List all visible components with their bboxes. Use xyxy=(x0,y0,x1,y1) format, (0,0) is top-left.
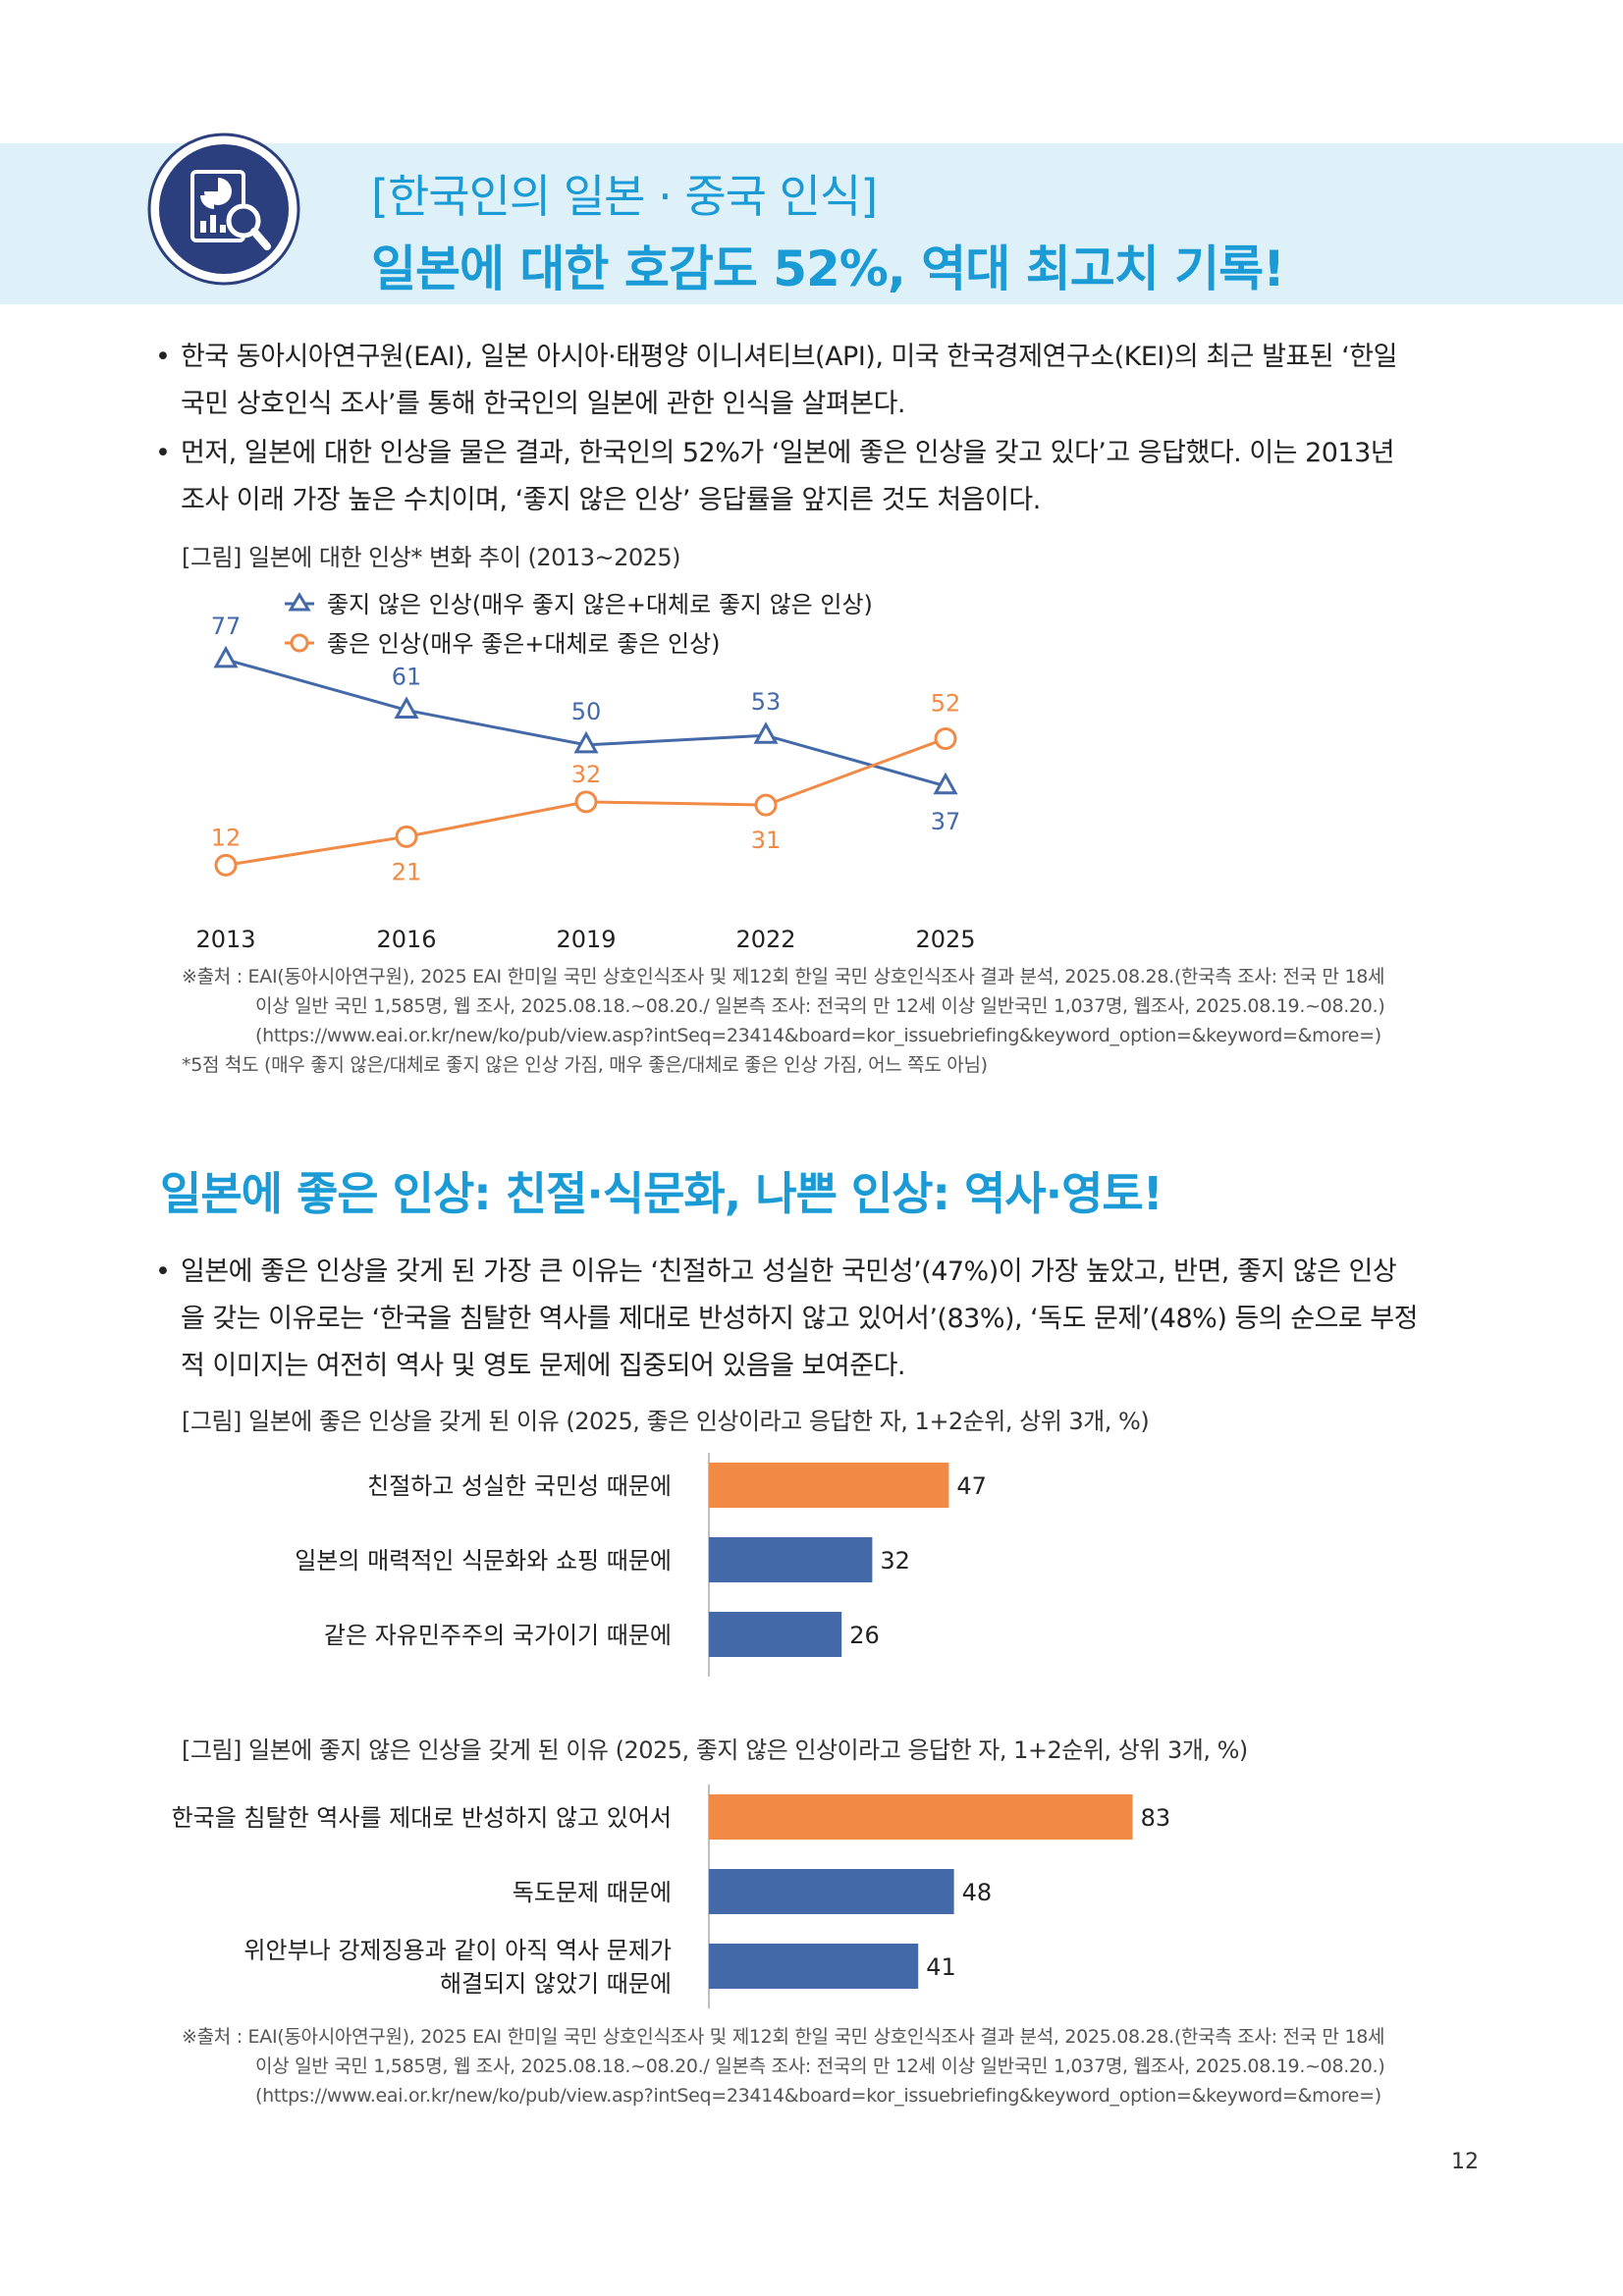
data-point xyxy=(573,730,599,754)
bar-chart-bad-reasons: 83 한국을 침탈한 역사를 제대로 반성하지 않고 있어서 48 독도문제 때문에 4… xyxy=(172,1785,1171,2008)
bullet-line: 한국 동아시아연구원(EAI), 일본 아시아·태평양 이니셔티브(API), … xyxy=(181,342,1397,372)
source-line: 이상 일반 국민 1,585명, 웹 조사, 2025.08.18.~08.20… xyxy=(255,2056,1385,2077)
bar-value-label: 41 xyxy=(926,1953,956,1981)
section2-bullet: • 일본에 좋은 인상을 갖게 된 가장 큰 이유는 ‘친절하고 성실한 국민성… xyxy=(155,1249,1501,1390)
data-label: 31 xyxy=(751,827,782,854)
figure2-caption: [그림] 일본에 좋은 인상을 갖게 된 이유 (2025, 좋은 인상이라고 … xyxy=(182,1408,1150,1435)
bar-value-label: 47 xyxy=(956,1472,987,1500)
data-label: 53 xyxy=(751,688,782,716)
bullet-line: 먼저, 일본에 대한 인상을 물은 결과, 한국인의 52%가 ‘일본에 좋은 … xyxy=(181,438,1395,468)
legend-item: 좋지 않은 인상(매우 좋지 않은+대체로 좋지 않은 인상) xyxy=(285,591,873,618)
data-label: 37 xyxy=(931,808,961,835)
bullet-dot: • xyxy=(155,1256,171,1287)
bar-category-label: 해결되지 않았기 때문에 xyxy=(440,1970,672,1998)
circle-marker-icon xyxy=(290,633,309,653)
bullet-line: 국민 상호인식 조사’를 통해 한국인의 일본에 관한 인식을 살펴본다. xyxy=(181,389,906,419)
page-number: 12 xyxy=(1451,2150,1479,2174)
data-point xyxy=(213,645,239,668)
data-point xyxy=(933,772,958,795)
bar-category-label: 독도문제 때문에 xyxy=(513,1879,672,1906)
data-label: 50 xyxy=(571,698,602,725)
footnote: *5점 척도 (매우 좋지 않은/대체로 좋지 않은 인상 가짐, 매우 좋은/… xyxy=(182,1054,988,1076)
legend-label: 좋은 인상(매우 좋은+대체로 좋은 인상) xyxy=(327,630,721,658)
header-subtitle: [한국인의 일본 · 중국 인식] xyxy=(371,170,878,223)
source-line: (https://www.eai.or.kr/new/ko/pub/view.a… xyxy=(255,1025,1381,1046)
source-line: 이상 일반 국민 1,585명, 웹 조사, 2025.08.18.~08.20… xyxy=(255,995,1385,1017)
line-chart: 좋지 않은 인상(매우 좋지 않은+대체로 좋지 않은 인상) 좋은 인상(매우 … xyxy=(195,591,975,953)
page-title: 일본에 대한 호감도 52%, 역대 최고치 기록! xyxy=(371,240,1285,297)
data-point xyxy=(214,853,238,877)
bar xyxy=(709,1794,1133,1840)
x-tick-label: 2013 xyxy=(195,926,255,953)
source-line: ※출처 : EAI(동아시아연구원), 2025 EAI 한미일 국민 상호인식… xyxy=(182,2026,1385,2048)
figure1-caption: [그림] 일본에 대한 인상* 변화 추이 (2013~2025) xyxy=(182,544,681,571)
data-label: 52 xyxy=(931,689,961,717)
bar-value-label: 26 xyxy=(849,1622,880,1649)
data-point xyxy=(753,721,779,744)
data-label: 61 xyxy=(392,663,422,690)
section2-source: ※출처 : EAI(동아시아연구원), 2025 EAI 한미일 국민 상호인식… xyxy=(182,2022,1385,2110)
bar-category-label: 위안부나 강제징용과 같이 아직 역사 문제가 xyxy=(243,1937,672,1964)
bar-chart-good-reasons: 47 친절하고 성실한 국민성 때문에 32 일본의 매력적인 식문화와 쇼핑 때문에… xyxy=(295,1453,987,1677)
bar-category-label: 친절하고 성실한 국민성 때문에 xyxy=(367,1472,672,1500)
bar-category-label: 같은 자유민주주의 국가이기 때문에 xyxy=(324,1622,672,1649)
source-line: ※출처 : EAI(동아시아연구원), 2025 EAI 한미일 국민 상호인식… xyxy=(182,966,1385,988)
x-tick-label: 2019 xyxy=(556,926,616,953)
data-label: 12 xyxy=(211,824,242,851)
data-label: 32 xyxy=(571,761,602,788)
bullet-dot: • xyxy=(155,438,171,468)
bar-category-label: 일본의 매력적인 식문화와 쇼핑 때문에 xyxy=(295,1547,672,1575)
figure3-caption: [그림] 일본에 좋지 않은 인상을 갖게 된 이유 (2025, 좋지 않은 … xyxy=(182,1736,1248,1764)
x-tick-label: 2025 xyxy=(915,926,975,953)
source-line: (https://www.eai.or.kr/new/ko/pub/view.a… xyxy=(255,2085,1381,2107)
data-label: 21 xyxy=(392,858,422,885)
intro-bullet-2: • 먼저, 일본에 대한 인상을 물은 결과, 한국인의 52%가 ‘일본에 좋… xyxy=(155,430,1501,524)
bar xyxy=(709,1944,919,1989)
data-point xyxy=(754,793,778,817)
legend-label: 좋지 않은 인상(매우 좋지 않은+대체로 좋지 않은 인상) xyxy=(327,591,873,618)
triangle-marker-icon xyxy=(288,592,311,612)
bullet-line: 일본에 좋은 인상을 갖게 된 가장 큰 이유는 ‘친절하고 성실한 국민성’(… xyxy=(181,1256,1397,1287)
report-magnifier-icon xyxy=(147,133,300,286)
bullet-line: 적 이미지는 여전히 역사 및 영토 문제에 집중되어 있음을 보여준다. xyxy=(181,1351,906,1381)
x-tick-label: 2016 xyxy=(376,926,436,953)
legend-item: 좋은 인상(매우 좋은+대체로 좋은 인상) xyxy=(285,630,721,658)
bullet-dot: • xyxy=(155,342,171,372)
bar xyxy=(709,1869,954,1914)
x-tick-label: 2022 xyxy=(735,926,795,953)
bar xyxy=(709,1463,949,1508)
bar-value-label: 48 xyxy=(962,1879,993,1906)
data-point xyxy=(574,790,598,814)
bar-value-label: 32 xyxy=(880,1547,910,1575)
bar-category-label: 한국을 침탈한 역사를 제대로 반성하지 않고 있어서 xyxy=(172,1804,672,1832)
data-point xyxy=(394,696,419,719)
bar xyxy=(709,1537,873,1582)
section-title: 일본에 좋은 인상: 친절·식문화, 나쁜 인상: 역사·영토! xyxy=(160,1167,1163,1220)
bullet-line: 조사 이래 가장 높은 수치이며, ‘좋지 않은 인상’ 응답률을 앞지른 것도… xyxy=(181,485,1041,515)
data-point xyxy=(934,726,957,750)
bullet-line: 을 갖는 이유로는 ‘한국을 침탈한 역사를 제대로 반성하지 않고 있어서’(… xyxy=(181,1304,1418,1334)
figure1-source: ※출처 : EAI(동아시아연구원), 2025 EAI 한미일 국민 상호인식… xyxy=(182,962,1385,1080)
intro-bullet-1: • 한국 동아시아연구원(EAI), 일본 아시아·태평양 이니셔티브(API)… xyxy=(155,334,1501,428)
data-point xyxy=(395,825,418,848)
bar xyxy=(709,1612,842,1657)
data-label: 77 xyxy=(211,613,242,640)
bar-value-label: 83 xyxy=(1141,1804,1171,1832)
